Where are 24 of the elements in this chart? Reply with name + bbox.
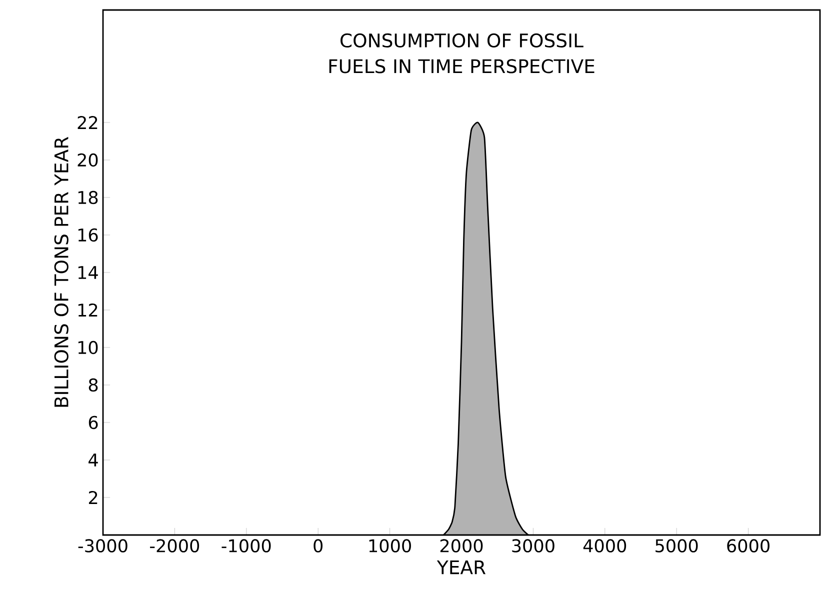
- x-tick-label: -1000: [222, 539, 271, 552]
- x-tick-label: 3000: [512, 539, 554, 552]
- y-tick-label: 18: [78, 190, 98, 204]
- text: CONSUMPTION OF FOSSIL FUELS IN TIME PERSPECTIVE: [329, 33, 594, 74]
- y-tick-label: 6: [88, 416, 98, 430]
- y-tick-label: 22: [78, 116, 98, 130]
- x-tick-label: 4000: [583, 539, 626, 552]
- y-tick-label: 14: [78, 266, 98, 279]
- y-tick-label: 2: [88, 490, 98, 504]
- x-tick-label: 0: [314, 539, 323, 552]
- x-tick-label: 1000: [369, 539, 411, 552]
- y-tick-label: 16: [78, 228, 98, 242]
- x-tick-label: 2000: [440, 539, 483, 552]
- x-tick-label: 6000: [727, 539, 770, 552]
- y-axis-title: BILLIONS OF TONS PER YEAR: [54, 136, 68, 407]
- y-tick-label: 12: [78, 303, 98, 317]
- x-tick-label: -2000: [150, 539, 200, 552]
- y-tick-label: 10: [78, 340, 98, 354]
- x-tick-label: -3000: [78, 539, 128, 552]
- y-tick-label: 8: [88, 378, 98, 392]
- y-tick-label: 20: [78, 153, 98, 167]
- x-tick-label: 5000: [656, 539, 698, 552]
- y-tick-label: 4: [88, 454, 98, 466]
- x-axis-title: YEAR: [436, 560, 486, 574]
